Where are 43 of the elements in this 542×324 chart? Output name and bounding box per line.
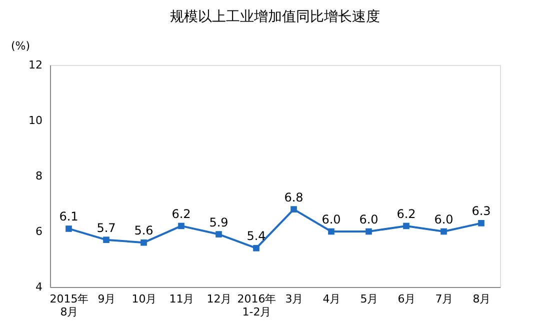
data-label: 6.2 [172, 206, 191, 221]
point [403, 222, 410, 230]
data-label: 6.2 [396, 206, 416, 221]
y-tick-label: 12 [28, 58, 42, 72]
point [290, 206, 297, 212]
y-axis-title: (%) [10, 40, 30, 52]
point [478, 220, 484, 226]
point [66, 226, 72, 232]
y-tick-label: 6 [36, 225, 42, 238]
point [103, 236, 110, 243]
x-tick-label: 10月 [132, 292, 157, 306]
data-label: 5.9 [209, 215, 228, 230]
point [178, 222, 184, 230]
x-tick-label: 4月 [322, 292, 341, 306]
x-tick-label: 8月 [472, 292, 491, 306]
point [328, 228, 334, 235]
x-tick-label: 7月 [435, 292, 454, 306]
data-label: 6.8 [284, 190, 304, 204]
data-label: 6.3 [472, 204, 491, 218]
x-tick-label: 3月 [285, 292, 304, 306]
chart-title: 规模以上工业增加值同比增长速度 [170, 9, 380, 25]
x-tick-label: 12月 [206, 292, 232, 306]
y-tick-label: 10 [28, 114, 42, 127]
point [216, 231, 222, 238]
x-tick-label: 6月 [398, 292, 416, 306]
point [140, 239, 147, 246]
point [366, 228, 372, 235]
data-label: 5.4 [246, 229, 266, 244]
data-label: 6.0 [359, 212, 378, 226]
data-label: 5.6 [134, 224, 154, 238]
point [440, 228, 447, 235]
data-label: 6.0 [434, 212, 454, 226]
x-tick-label: 9月 [98, 292, 116, 306]
data-label: 6.0 [322, 212, 341, 226]
y-tick-label: 4 [36, 280, 42, 294]
y-tick-label: 8 [36, 170, 42, 182]
x-tick-label: 2015年 8月 [50, 292, 89, 318]
x-tick-label: 2016年 1-2月 [237, 292, 276, 318]
x-tick-label: 11月 [169, 292, 194, 306]
point [253, 244, 260, 252]
x-tick-label: 5月 [360, 292, 378, 306]
data-label: 5.7 [96, 220, 116, 235]
data-label: 6.1 [59, 210, 78, 224]
